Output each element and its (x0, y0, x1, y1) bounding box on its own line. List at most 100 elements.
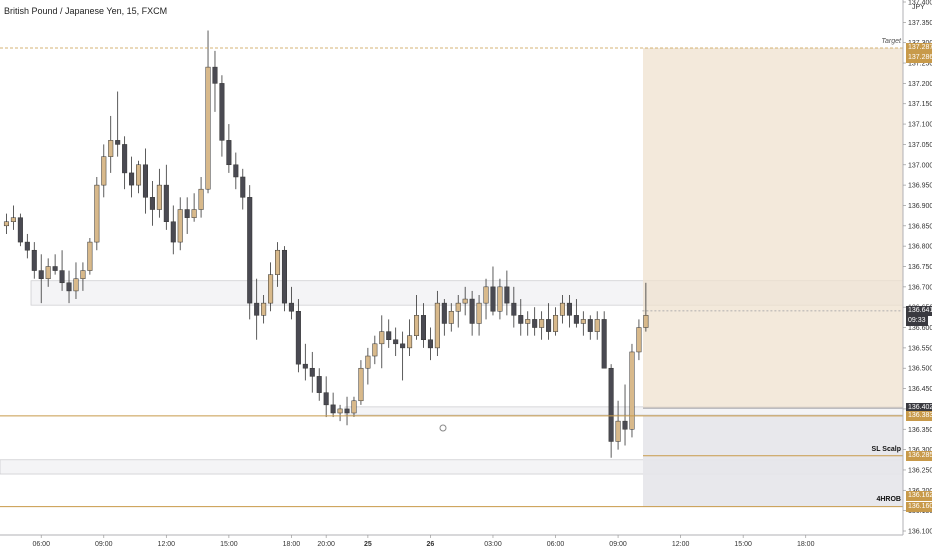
candle (434, 290, 440, 357)
candle (205, 30, 211, 194)
candle (108, 115, 114, 173)
candle-down (441, 302, 447, 324)
candle-down (233, 164, 239, 178)
candle-up (94, 184, 100, 243)
candle (38, 254, 44, 304)
candle (414, 294, 420, 340)
candle (518, 299, 524, 336)
time-tick-label: 09:00 (609, 541, 627, 548)
candle (115, 91, 121, 157)
candle-up (497, 286, 503, 312)
candle (281, 246, 288, 312)
candle-up (372, 343, 378, 357)
current-price-tag: 136.641 (906, 305, 932, 316)
candle-up (476, 302, 482, 324)
candle-down (129, 172, 135, 186)
candle-down (288, 302, 294, 312)
price-tick-label: 137.050 (908, 142, 932, 149)
candle-down (226, 140, 232, 166)
time-tick-label: 06:00 (32, 541, 50, 548)
candle (379, 315, 385, 369)
time-tick-label: 09:00 (95, 541, 113, 548)
target-price-tag: 137.287 (906, 42, 932, 53)
candle-up (198, 188, 204, 210)
price-tick-label: 136.300 (908, 447, 932, 454)
candle-up (559, 302, 566, 316)
candle (212, 50, 218, 112)
candle-down (66, 282, 72, 292)
4hrob-price-tag: 136.160 (906, 501, 932, 512)
candle (87, 238, 93, 275)
candle-down (302, 363, 308, 369)
candle-down (566, 302, 572, 316)
candle (94, 176, 100, 251)
candle (24, 233, 30, 259)
candle (31, 242, 37, 279)
candle-up (553, 315, 559, 332)
candle (268, 262, 274, 312)
candle (601, 311, 607, 369)
currency-label: JPY (912, 4, 925, 11)
target-label: Target (881, 37, 901, 45)
candle-up (268, 274, 274, 304)
price-tick-label: 137.000 (908, 162, 932, 169)
candle-up (80, 270, 86, 279)
candle-up (434, 302, 440, 349)
candle-down (601, 319, 607, 369)
price-tick-label: 136.600 (908, 325, 932, 332)
time-tick-label: 26 (427, 541, 435, 548)
candle (66, 270, 72, 304)
candle-down (163, 184, 169, 222)
candle (580, 311, 586, 336)
candle-up (580, 319, 586, 324)
candle-down (24, 241, 30, 251)
levels-layer (0, 47, 903, 508)
candle (643, 282, 649, 332)
candle (80, 262, 86, 291)
candle (122, 136, 128, 190)
candle (546, 303, 552, 340)
price-tick-label: 136.800 (908, 244, 932, 251)
candle-down (316, 376, 322, 393)
candle-up (177, 209, 183, 243)
price-tick-label: 136.550 (908, 345, 932, 352)
time-tick-label: 12:00 (672, 541, 690, 548)
candle-down (393, 339, 399, 345)
candle (59, 250, 65, 291)
candle (170, 205, 176, 255)
candle (608, 364, 614, 458)
candle-down (546, 319, 552, 332)
candle (219, 75, 225, 157)
candle (559, 294, 566, 324)
candle-up (108, 140, 114, 157)
candle (615, 400, 621, 450)
candle (254, 278, 260, 340)
time-tick-label: 18:00 (797, 541, 815, 548)
candle-up (87, 241, 93, 271)
price-tick-label: 137.150 (908, 101, 932, 108)
candle (295, 299, 301, 373)
candle-up (337, 408, 343, 414)
price-tick-label: 136.700 (908, 284, 932, 291)
candle (358, 360, 364, 405)
candle (226, 124, 232, 173)
candle-up (525, 319, 531, 324)
candle-down (309, 367, 315, 377)
time-tick-label: 15:00 (734, 541, 752, 548)
candle (448, 303, 454, 332)
candle-down (240, 176, 246, 198)
candle (337, 404, 343, 422)
candle (17, 213, 23, 247)
candle-down (573, 315, 579, 324)
symbol-legend: British Pound / Japanese Yen, 15, FXCM (4, 6, 168, 16)
candle (532, 307, 538, 336)
candle (275, 242, 281, 287)
candle-down (17, 217, 23, 243)
candle-down (518, 315, 524, 324)
candle-up (643, 315, 649, 328)
candle (302, 343, 308, 381)
candle-down (344, 408, 350, 414)
candle (330, 392, 336, 418)
time-tick-label: 12:00 (158, 541, 176, 548)
